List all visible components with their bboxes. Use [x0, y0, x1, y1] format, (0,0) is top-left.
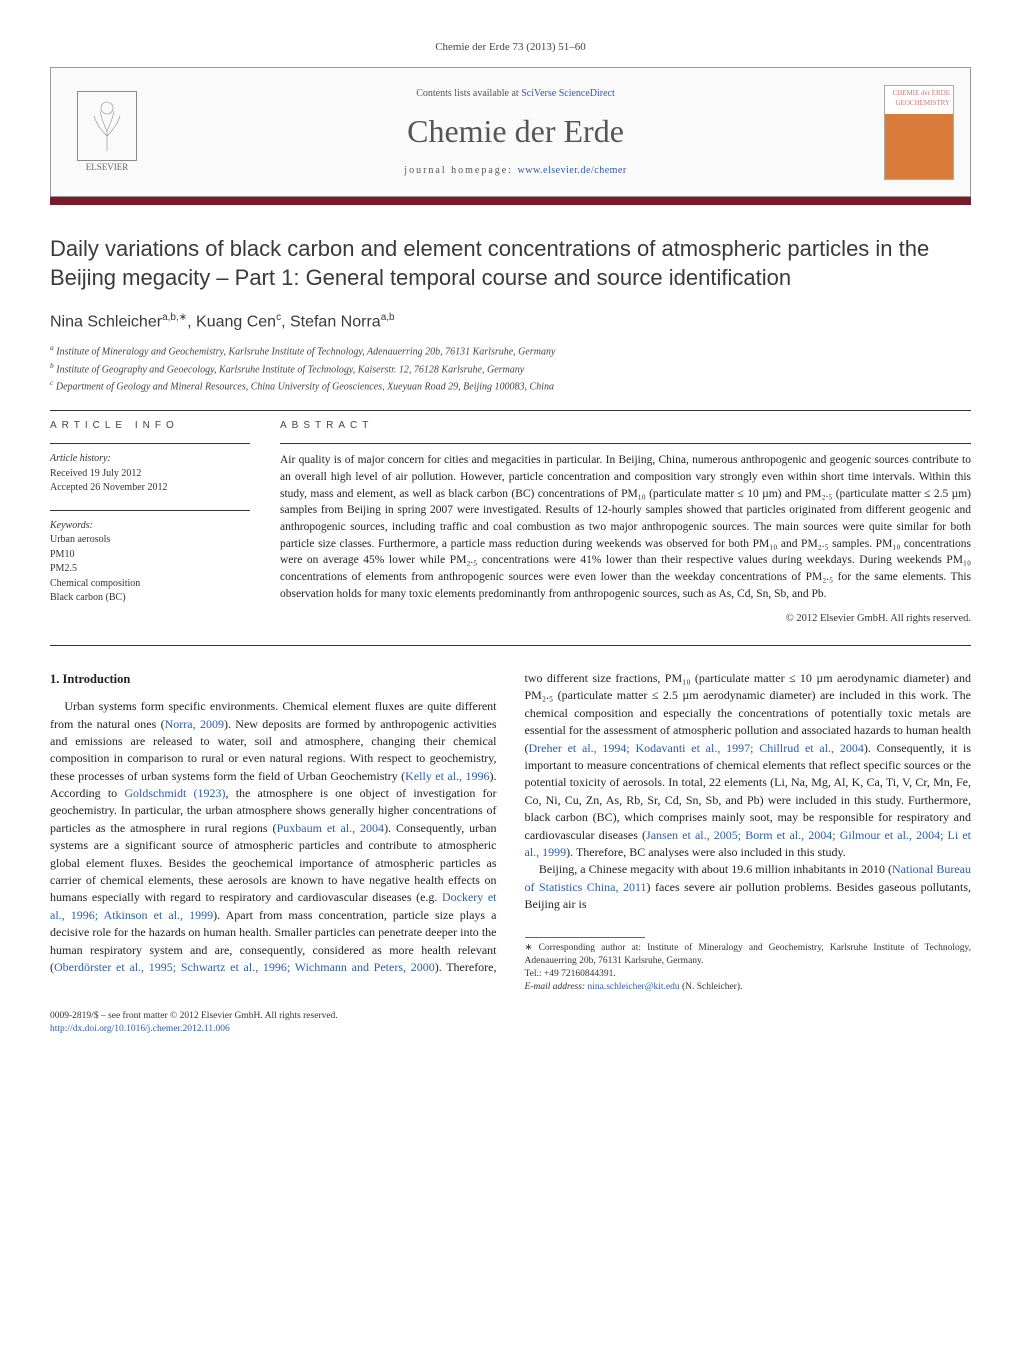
citation-header: Chemie der Erde 73 (2013) 51–60	[50, 40, 971, 55]
cite-oberdorster[interactable]: Oberdörster et al., 1995; Schwartz et al…	[54, 960, 435, 974]
keywords-block: Keywords: Urban aerosols PM10 PM2.5 Chem…	[50, 519, 250, 606]
sciencedirect-link[interactable]: SciVerse ScienceDirect	[521, 88, 615, 99]
keyword-2: PM2.5	[50, 562, 250, 577]
corresponding-author: ∗ Corresponding author at: Institute of …	[525, 942, 972, 968]
affiliation-a: a Institute of Mineralogy and Geochemist…	[50, 343, 971, 359]
affiliation-b: b Institute of Geography and Geoecology,…	[50, 361, 971, 377]
elsevier-tree-icon	[77, 91, 137, 161]
t: ). Therefore, BC analyses were also incl…	[566, 845, 846, 859]
abstract-label: ABSTRACT	[280, 419, 971, 433]
cite-kelly[interactable]: Kelly et al., 1996	[405, 769, 489, 783]
keyword-0: Urban aerosols	[50, 533, 250, 548]
article-title: Daily variations of black carbon and ele…	[50, 235, 971, 292]
tel: Tel.: +49 72160844391.	[525, 968, 972, 981]
cite-norra[interactable]: Norra, 2009	[165, 717, 224, 731]
homepage-prefix: journal homepage:	[404, 165, 517, 176]
t: ). Consequently, it is important to meas…	[525, 741, 972, 842]
affiliation-a-text: Institute of Mineralogy and Geochemistry…	[56, 347, 555, 358]
cite-puxbaum[interactable]: Puxbaum et al., 2004	[277, 821, 385, 835]
elsevier-logo: ELSEVIER	[67, 82, 147, 182]
intro-p3: Beijing, a Chinese megacity with about 1…	[525, 861, 972, 913]
color-bar	[50, 197, 971, 205]
cite-dreher[interactable]: Dreher et al., 1994; Kodavanti et al., 1…	[529, 741, 864, 755]
footnotes: ∗ Corresponding author at: Institute of …	[525, 942, 972, 993]
history-hdr: Article history:	[50, 452, 250, 467]
abstract-text: Air quality is of major concern for citi…	[280, 452, 971, 602]
elsevier-label: ELSEVIER	[86, 161, 129, 174]
keyword-1: PM10	[50, 548, 250, 563]
front-matter: 0009-2819/$ – see front matter © 2012 El…	[50, 1010, 971, 1023]
affiliation-c: c Department of Geology and Mineral Reso…	[50, 378, 971, 394]
homepage-line: journal homepage: www.elsevier.de/chemer	[147, 164, 884, 178]
author-3: Stefan Norra	[290, 313, 381, 330]
received: Received 19 July 2012	[50, 467, 250, 482]
intro-heading: 1. Introduction	[50, 670, 497, 688]
cite-goldschmidt[interactable]: Goldschmidt (1923)	[124, 786, 225, 800]
journal-title: Chemie der Erde	[147, 109, 884, 154]
body-text: 1. Introduction Urban systems form speci…	[50, 670, 971, 994]
author-2-aff: c	[276, 312, 281, 323]
contents-line: Contents lists available at SciVerse Sci…	[147, 87, 884, 101]
author-2: Kuang Cen	[196, 313, 276, 330]
copyright: © 2012 Elsevier GmbH. All rights reserve…	[280, 612, 971, 627]
keywords-hdr: Keywords:	[50, 519, 250, 534]
footnote-rule	[525, 937, 645, 938]
t: Beijing, a Chinese megacity with about 1…	[539, 862, 892, 876]
homepage-link[interactable]: www.elsevier.de/chemer	[518, 165, 627, 176]
keyword-3: Chemical composition	[50, 577, 250, 592]
keyword-4: Black carbon (BC)	[50, 591, 250, 606]
affiliation-c-text: Department of Geology and Mineral Resour…	[56, 381, 554, 392]
journal-cover-thumb: CHEMIE der ERDE GEOCHEMISTRY	[884, 85, 954, 180]
rule-abstract	[280, 443, 971, 444]
rule-body	[50, 645, 971, 646]
author-3-aff: a,b	[381, 312, 395, 323]
rule-info-1	[50, 443, 250, 444]
contents-prefix: Contents lists available at	[416, 88, 521, 99]
rule-top	[50, 410, 971, 411]
doi-block: 0009-2819/$ – see front matter © 2012 El…	[50, 1010, 971, 1037]
author-1: Nina Schleicher	[50, 313, 162, 330]
t: (e.g.	[416, 890, 442, 904]
email-suffix: (N. Schleicher).	[680, 982, 743, 992]
article-info-label: ARTICLE INFO	[50, 419, 250, 433]
email-link[interactable]: nina.schleicher@kit.edu	[587, 982, 679, 992]
accepted: Accepted 26 November 2012	[50, 481, 250, 496]
affiliations: a Institute of Mineralogy and Geochemist…	[50, 343, 971, 394]
doi-link[interactable]: http://dx.doi.org/10.1016/j.chemer.2012.…	[50, 1024, 230, 1034]
article-history: Article history: Received 19 July 2012 A…	[50, 452, 250, 496]
authors: Nina Schleichera,b,∗, Kuang Cenc, Stefan…	[50, 311, 971, 334]
email-line: E-mail address: nina.schleicher@kit.edu …	[525, 981, 972, 994]
affiliation-b-text: Institute of Geography and Geoecology, K…	[56, 364, 524, 375]
rule-info-2	[50, 510, 250, 511]
email-label: E-mail address:	[525, 982, 588, 992]
author-1-aff: a,b,∗	[162, 312, 187, 323]
journal-banner: ELSEVIER Contents lists available at Sci…	[50, 67, 971, 197]
